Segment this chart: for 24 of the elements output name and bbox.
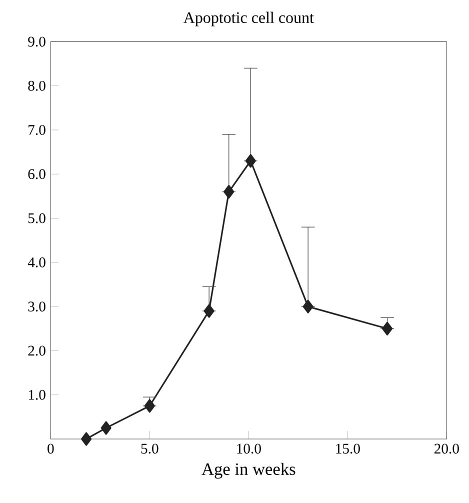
point bbox=[100, 421, 112, 435]
y-tick-label: 6.0 bbox=[28, 169, 46, 180]
x-tick-label: 15.0 bbox=[336, 444, 360, 454]
y-tick-label: 1.0 bbox=[28, 390, 46, 400]
x-axis-title: Age in weeks bbox=[202, 462, 296, 479]
y-tick-label: 4.0 bbox=[28, 257, 46, 268]
y-tick-label: 3.0 bbox=[28, 302, 46, 312]
point bbox=[224, 184, 234, 199]
point bbox=[302, 300, 314, 314]
point bbox=[245, 154, 256, 168]
y-tick-label: 5.0 bbox=[28, 213, 46, 224]
y-tick-label: 8.0 bbox=[28, 80, 46, 91]
point bbox=[81, 432, 92, 446]
chart-title: Apoptotic cell count bbox=[183, 12, 314, 26]
x-tick-label: 5.0 bbox=[141, 444, 158, 454]
point bbox=[144, 399, 155, 413]
point bbox=[382, 322, 393, 336]
y-tick-label: 2.0 bbox=[28, 346, 46, 356]
y-tick-label: 9.0 bbox=[28, 36, 46, 47]
y-tick-label: 7.0 bbox=[28, 124, 46, 135]
point bbox=[204, 304, 214, 318]
x-tick-label: 10.0 bbox=[237, 444, 261, 454]
x-tick-label: 20.0 bbox=[434, 444, 459, 454]
x-tick-label: 0 bbox=[48, 444, 54, 454]
